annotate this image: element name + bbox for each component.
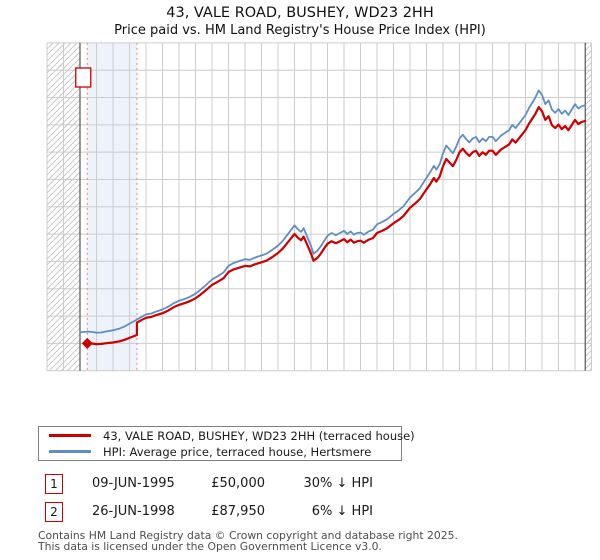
sale-marker-1: [81, 337, 93, 349]
legend-item-property: 43, VALE ROAD, BUSHEY, WD23 2HH (terrace…: [39, 429, 415, 443]
no-data-region-1: [47, 42, 80, 371]
page-title: 43, VALE ROAD, BUSHEY, WD23 2HH: [166, 5, 434, 21]
transaction-2-date: 26-JUN-1998: [92, 504, 175, 519]
transaction-1-date: 09-JUN-1995: [92, 476, 175, 491]
hpi-line: [79, 89, 586, 334]
property-price-line: [86, 105, 587, 346]
legend-label-property: 43, VALE ROAD, BUSHEY, WD23 2HH (terrace…: [103, 428, 415, 443]
no-data-region-2: [585, 42, 592, 371]
transaction-1-number-badge: 1: [45, 474, 63, 494]
transaction-1-price: £50,000: [211, 476, 265, 491]
transaction-1-hpi-diff: 30% ↓ HPI: [303, 476, 373, 491]
page-subtitle: Price paid vs. HM Land Registry's House …: [114, 23, 486, 38]
hpi-line-swatch: [49, 450, 91, 453]
footer-line-2: This data is licensed under the Open Gov…: [38, 540, 382, 553]
legend-label-hpi: HPI: Average price, terraced house, Hert…: [103, 444, 372, 459]
license-footer: Contains HM Land Registry data © Crown c…: [38, 530, 458, 552]
transaction-2-hpi-diff: 6% ↓ HPI: [311, 504, 373, 519]
footer-line-1: Contains HM Land Registry data © Crown c…: [38, 529, 458, 542]
legend-item-hpi: HPI: Average price, terraced house, Hert…: [39, 445, 401, 459]
transaction-2-price: £87,950: [211, 504, 265, 519]
chart-legend: 43, VALE ROAD, BUSHEY, WD23 2HH (terrace…: [38, 426, 415, 461]
transaction-row-2: 2 26-JUN-1998 £87,950 6% ↓ HPI: [0, 502, 600, 522]
transaction-2-number-badge: 2: [45, 502, 63, 522]
sale-label-box-1: [75, 67, 92, 88]
property-line-swatch: [49, 434, 91, 437]
transaction-row-1: 1 09-JUN-1995 £50,000 30% ↓ HPI: [0, 474, 600, 494]
price-history-chart: [46, 42, 592, 372]
